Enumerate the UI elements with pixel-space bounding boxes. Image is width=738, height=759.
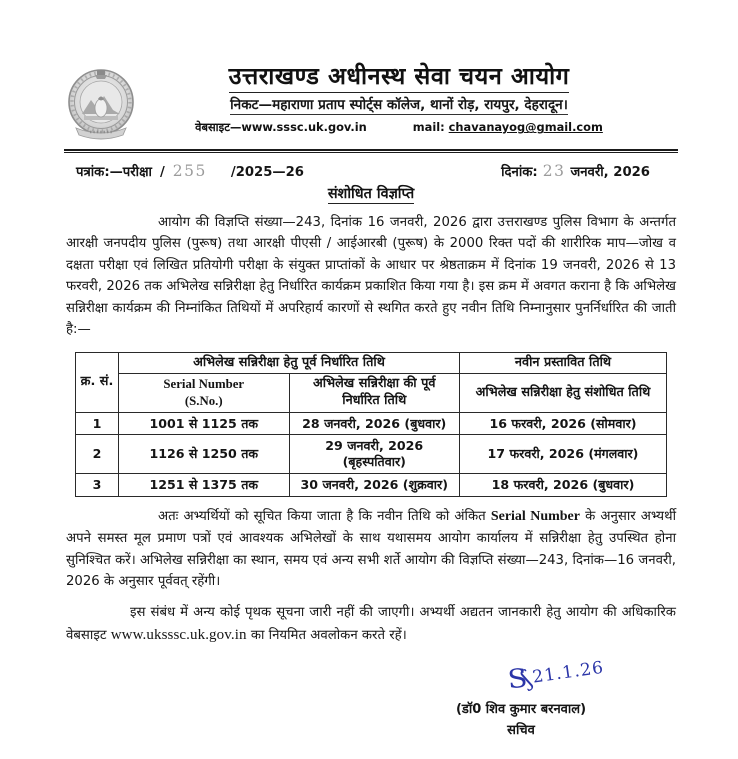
cell-previous-date: 30 जनवरी, 2026 (शुक्रवार) [288, 472, 460, 497]
document-content: उत्तराखण्ड अधीनस्थ सेवा चयन आयोग निकट—मह… [64, 58, 678, 751]
header-new-group: नवीन प्रस्तावित तिथि [459, 351, 667, 375]
cell-previous-date: 29 जनवरी, 2026 (बृहस्पतिवार) [288, 434, 460, 474]
cell-new-date: 16 फरवरी, 2026 (सोमवार) [459, 411, 667, 436]
reference-line: पत्रांक:—परीक्षा / 255 /2025—26 दिनांक: … [64, 162, 678, 182]
cell-sno: 2 [75, 434, 119, 474]
table-header-row-top: क्र. सं. अभिलेख सन्निरीक्षा हेतु पूर्व न… [75, 351, 667, 413]
organization-name: उत्तराखण्ड अधीनस्थ सेवा चयन आयोग [228, 62, 570, 93]
table-body: 1 1001 से 1125 तक 28 जनवरी, 2026 (बुधवार… [75, 411, 667, 497]
paragraph-intro: आयोग की विज्ञप्ति संख्या—243, दिनांक 16 … [66, 215, 676, 338]
cell-serial-range: 1001 से 1125 तक [118, 411, 290, 436]
cell-sno: 1 [75, 411, 119, 436]
date-group: दिनांक: 23 जनवरी, 2026 [501, 162, 650, 180]
contact-line: वेबसाइट—www.sssc.uk.gov.in mail: chavana… [148, 120, 650, 135]
organization-address: निकट—महाराणा प्रताप स्पोर्ट्स कॉलेज, थान… [230, 97, 568, 116]
date-label: दिनांक: [501, 165, 538, 180]
paragraph-website-part1: इस संबंध में अन्य कोई पृथक सूचना जारी नह… [66, 604, 676, 644]
header-serial-number: Serial Number (S.No.) [118, 373, 290, 413]
document-title-text: संशोधित विज्ञप्ति [327, 186, 415, 204]
handwritten-signature: Sʃ21.1.26 [506, 648, 606, 696]
header-previous-date: अभिलेख सन्निरीक्षा की पूर्व निर्धारित ति… [288, 373, 460, 413]
letter-prefix-label: पत्रांक:—परीक्षा [76, 165, 152, 180]
table-row: 3 1251 से 1375 तक 30 जनवरी, 2026 (शुक्रव… [75, 472, 667, 497]
paragraph-instructions-part2: के अनुसार अभ्यर्थी अपने समस्त मूल प्रमाण… [66, 508, 676, 590]
uksssc-emblem-icon [64, 62, 138, 144]
cell-new-date: 18 फरवरी, 2026 (बुधवार) [459, 472, 667, 497]
table-head: क्र. सं. अभिलेख सन्निरीक्षा हेतु पूर्व न… [75, 351, 667, 413]
document-title: संशोधित विज्ञप्ति [64, 184, 678, 204]
header-serial-number-line2: (S.No.) [184, 393, 223, 408]
paragraph-instructions: अतः अभ्यर्थियों को सूचित किया जाता है कि… [64, 506, 678, 593]
cell-sno: 3 [75, 472, 119, 497]
table-row: 1 1001 से 1125 तक 28 जनवरी, 2026 (बुधवार… [75, 411, 667, 436]
signatory-designation: सचिव [507, 723, 535, 739]
email-address[interactable]: chavanayog@gmail.com [448, 120, 603, 135]
cell-previous-date: 28 जनवरी, 2026 (बुधवार) [288, 411, 460, 436]
table-header-row-sub: Serial Number (S.No.) अभिलेख सन्निरीक्षा… [76, 373, 667, 413]
letter-year: /2025—26 [230, 165, 304, 180]
letter-number-handwritten: 255 [172, 162, 207, 180]
paragraph-website-notice: इस संबंध में अन्य कोई पृथक सूचना जारी नह… [64, 602, 678, 648]
signature-block: Sʃ21.1.26 (डॉ0 शिव कुमार बरनवाल) सचिव [64, 658, 678, 751]
serial-number-emphasis: Serial Number [490, 508, 580, 524]
paragraph-website-part2: का नियमित अवलोकन करते रहें। [246, 628, 407, 644]
letter-number-group: पत्रांक:—परीक्षा / 255 /2025—26 [76, 162, 304, 180]
paragraph-instructions-part1: अतः अभ्यर्थियों को सूचित किया जाता है कि… [158, 508, 491, 524]
cell-new-date: 17 फरवरी, 2026 (मंगलवार) [459, 434, 667, 474]
header-serial-number-line1: Serial Number [163, 377, 245, 392]
signatory-name: (डॉ0 शिव कुमार बरनवाल) [455, 702, 587, 718]
website-label: वेबसाइट—www.sssc.uk.gov.in [195, 120, 367, 135]
table-row: 2 1126 से 1250 तक 29 जनवरी, 2026 (बृहस्प… [75, 434, 667, 474]
signature-date: 21.1.26 [531, 658, 606, 688]
date-rest: जनवरी, 2026 [570, 165, 650, 180]
date-number-handwritten: 23 [542, 162, 566, 180]
schedule-table: क्र. सं. अभिलेख सन्निरीक्षा हेतु पूर्व न… [75, 351, 667, 497]
header-serial-no: क्र. सं. [75, 351, 119, 413]
official-website-url[interactable]: www.uksssc.uk.gov.in [110, 627, 247, 644]
letterhead: उत्तराखण्ड अधीनस्थ सेवा चयन आयोग निकट—मह… [64, 58, 678, 144]
email-group: mail: chavanayog@gmail.com [413, 120, 603, 135]
email-label: mail: [412, 120, 445, 135]
header-new-date: अभिलेख सन्निरीक्षा हेतु संशोधित तिथि [459, 373, 667, 413]
cell-serial-range: 1251 से 1375 तक [118, 472, 290, 497]
letterhead-text: उत्तराखण्ड अधीनस्थ सेवा चयन आयोग निकट—मह… [148, 58, 678, 135]
slash-separator-1: / [159, 165, 165, 180]
header-divider [64, 149, 678, 153]
header-previous-group: अभिलेख सन्निरीक्षा हेतु पूर्व निर्धारित … [118, 351, 460, 375]
cell-serial-range: 1126 से 1250 तक [118, 434, 290, 474]
